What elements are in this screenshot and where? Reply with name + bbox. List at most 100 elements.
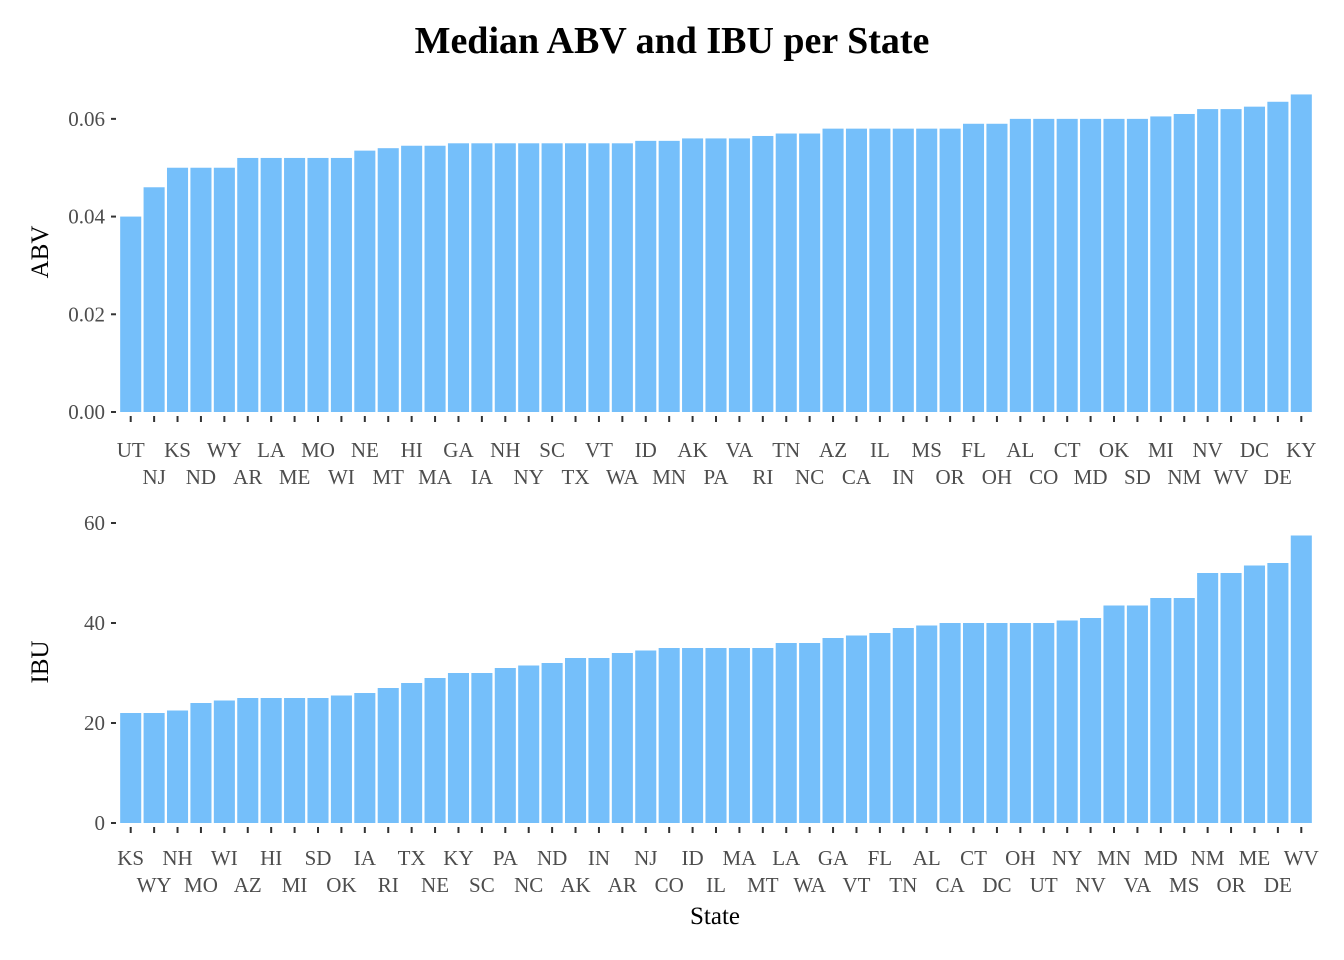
- ibu-bar-nc: [518, 665, 540, 823]
- ibu-bar-oh: [1009, 623, 1031, 823]
- ibu-bar-sc: [471, 673, 493, 823]
- abv-bar-ri: [752, 135, 774, 412]
- ibu-category-label-co: CO: [655, 873, 684, 897]
- abv-bar-dc: [1243, 106, 1266, 412]
- ibu-category-label-ne: NE: [421, 873, 449, 897]
- ibu-category-label-al: AL: [913, 846, 941, 870]
- abv-category-label-ca: CA: [842, 465, 872, 489]
- ibu-bar-ok: [330, 695, 352, 823]
- abv-bar-wv: [1220, 109, 1242, 412]
- abv-bar-mt: [377, 148, 399, 412]
- abv-category-label-ks: KS: [164, 438, 191, 462]
- ibu-bar-mt: [752, 648, 774, 823]
- ibu-category-label-la: LA: [772, 846, 801, 870]
- ibu-category-label-ms: MS: [1169, 873, 1199, 897]
- abv-category-label-pa: PA: [704, 465, 730, 489]
- ibu-bar-wa: [799, 643, 821, 823]
- ibu-category-label-wv: WV: [1284, 846, 1319, 870]
- abv-category-label-nh: NH: [490, 438, 520, 462]
- abv-bar-ne: [354, 150, 376, 412]
- ibu-bar-ms: [1173, 598, 1195, 823]
- ibu-bar-ks: [120, 713, 142, 823]
- ibu-y-axis-label: IBU: [27, 640, 54, 683]
- abv-bar-nh: [494, 143, 516, 413]
- ibu-bar-co: [658, 648, 680, 823]
- abv-bar-il: [869, 128, 891, 412]
- abv-category-label-or: OR: [936, 465, 965, 489]
- ibu-bar-ia: [354, 693, 376, 823]
- ibu-category-label-mi: MI: [282, 873, 308, 897]
- ibu-bar-nm: [1197, 573, 1219, 823]
- abv-category-label-ia: IA: [471, 465, 494, 489]
- abv-category-label-mn: MN: [652, 465, 686, 489]
- ibu-category-label-ok: OK: [326, 873, 356, 897]
- ibu-bar-ct: [962, 623, 985, 823]
- abv-bar-mo: [307, 157, 329, 412]
- ibu-bar-me: [1243, 565, 1266, 823]
- abv-bar-mn: [658, 140, 680, 412]
- ibu-bar-wv: [1290, 535, 1312, 823]
- ibu-category-label-ak: AK: [560, 873, 590, 897]
- abv-category-label-co: CO: [1029, 465, 1058, 489]
- ibu-category-label-nc: NC: [514, 873, 543, 897]
- abv-category-label-az: AZ: [819, 438, 847, 462]
- ibu-bar-sd: [307, 698, 329, 823]
- ibu-category-label-tn: TN: [889, 873, 917, 897]
- ibu-bar-ga: [822, 638, 844, 823]
- abv-bar-nm: [1173, 113, 1195, 412]
- ibu-category-label-az: AZ: [234, 873, 262, 897]
- ibu-bar-ut: [1033, 623, 1055, 823]
- abv-bar-ok: [1103, 118, 1125, 413]
- abv-panel: 0.00 0.02 0.04 0.06 UT NJ KS ND WY AR LA ME MO WI NE M…: [27, 94, 1316, 489]
- ibu-category-label-tx: TX: [398, 846, 426, 870]
- abv-bar-fl: [962, 123, 985, 412]
- abv-bar-wy: [213, 167, 235, 412]
- abv-bar-ak: [682, 138, 704, 412]
- ibu-bar-md: [1150, 598, 1172, 823]
- ibu-bar-pa: [494, 668, 516, 823]
- abv-category-label-wi: WI: [328, 465, 355, 489]
- ibu-category-label-wy: WY: [137, 873, 172, 897]
- abv-bar-ia: [471, 143, 493, 413]
- abv-bar-in: [892, 128, 914, 412]
- abv-bar-ks: [166, 167, 189, 412]
- ibu-bar-ny: [1056, 620, 1078, 823]
- abv-bar-or: [939, 128, 961, 412]
- ibu-category-label-ri: RI: [378, 873, 399, 897]
- ibu-category-label-nh: NH: [162, 846, 192, 870]
- abv-bar-nj: [143, 187, 165, 412]
- abv-y-tick-label: 0.00: [68, 400, 105, 424]
- ibu-category-label-nj: NJ: [634, 846, 657, 870]
- abv-bar-ca: [845, 128, 868, 412]
- abv-y-axis-label: ABV: [27, 226, 54, 279]
- ibu-bar-dc: [986, 623, 1008, 823]
- abv-category-label-ri: RI: [752, 465, 773, 489]
- ibu-bar-tx: [401, 683, 423, 823]
- abv-bar-oh: [986, 123, 1008, 412]
- abv-bar-mi: [1150, 116, 1172, 413]
- ibu-category-label-mt: MT: [747, 873, 779, 897]
- abv-bar-co: [1033, 118, 1055, 413]
- ibu-bar-il: [705, 648, 727, 823]
- ibu-bar-nd: [541, 663, 563, 823]
- abv-category-label-vt: VT: [585, 438, 613, 462]
- abv-bar-ct: [1056, 118, 1078, 413]
- ibu-category-label-id: ID: [682, 846, 704, 870]
- abv-category-label-wy: WY: [207, 438, 242, 462]
- abv-bar-id: [635, 140, 657, 412]
- ibu-category-label-vt: VT: [842, 873, 870, 897]
- ibu-bar-nv: [1080, 618, 1102, 823]
- ibu-bar-ma: [728, 648, 750, 823]
- abv-category-label-ny: NY: [514, 465, 544, 489]
- ibu-category-label-fl: FL: [868, 846, 893, 870]
- ibu-bar-nh: [166, 710, 189, 823]
- ibu-category-label-ma: MA: [722, 846, 757, 870]
- abv-category-label-va: VA: [726, 438, 754, 462]
- ibu-y-axis: 0 20 40 60: [84, 511, 116, 835]
- ibu-bars: [120, 535, 1312, 823]
- abv-y-tick-label: 0.06: [68, 107, 105, 131]
- abv-bar-hi: [401, 145, 423, 413]
- abv-bar-vt: [588, 143, 610, 413]
